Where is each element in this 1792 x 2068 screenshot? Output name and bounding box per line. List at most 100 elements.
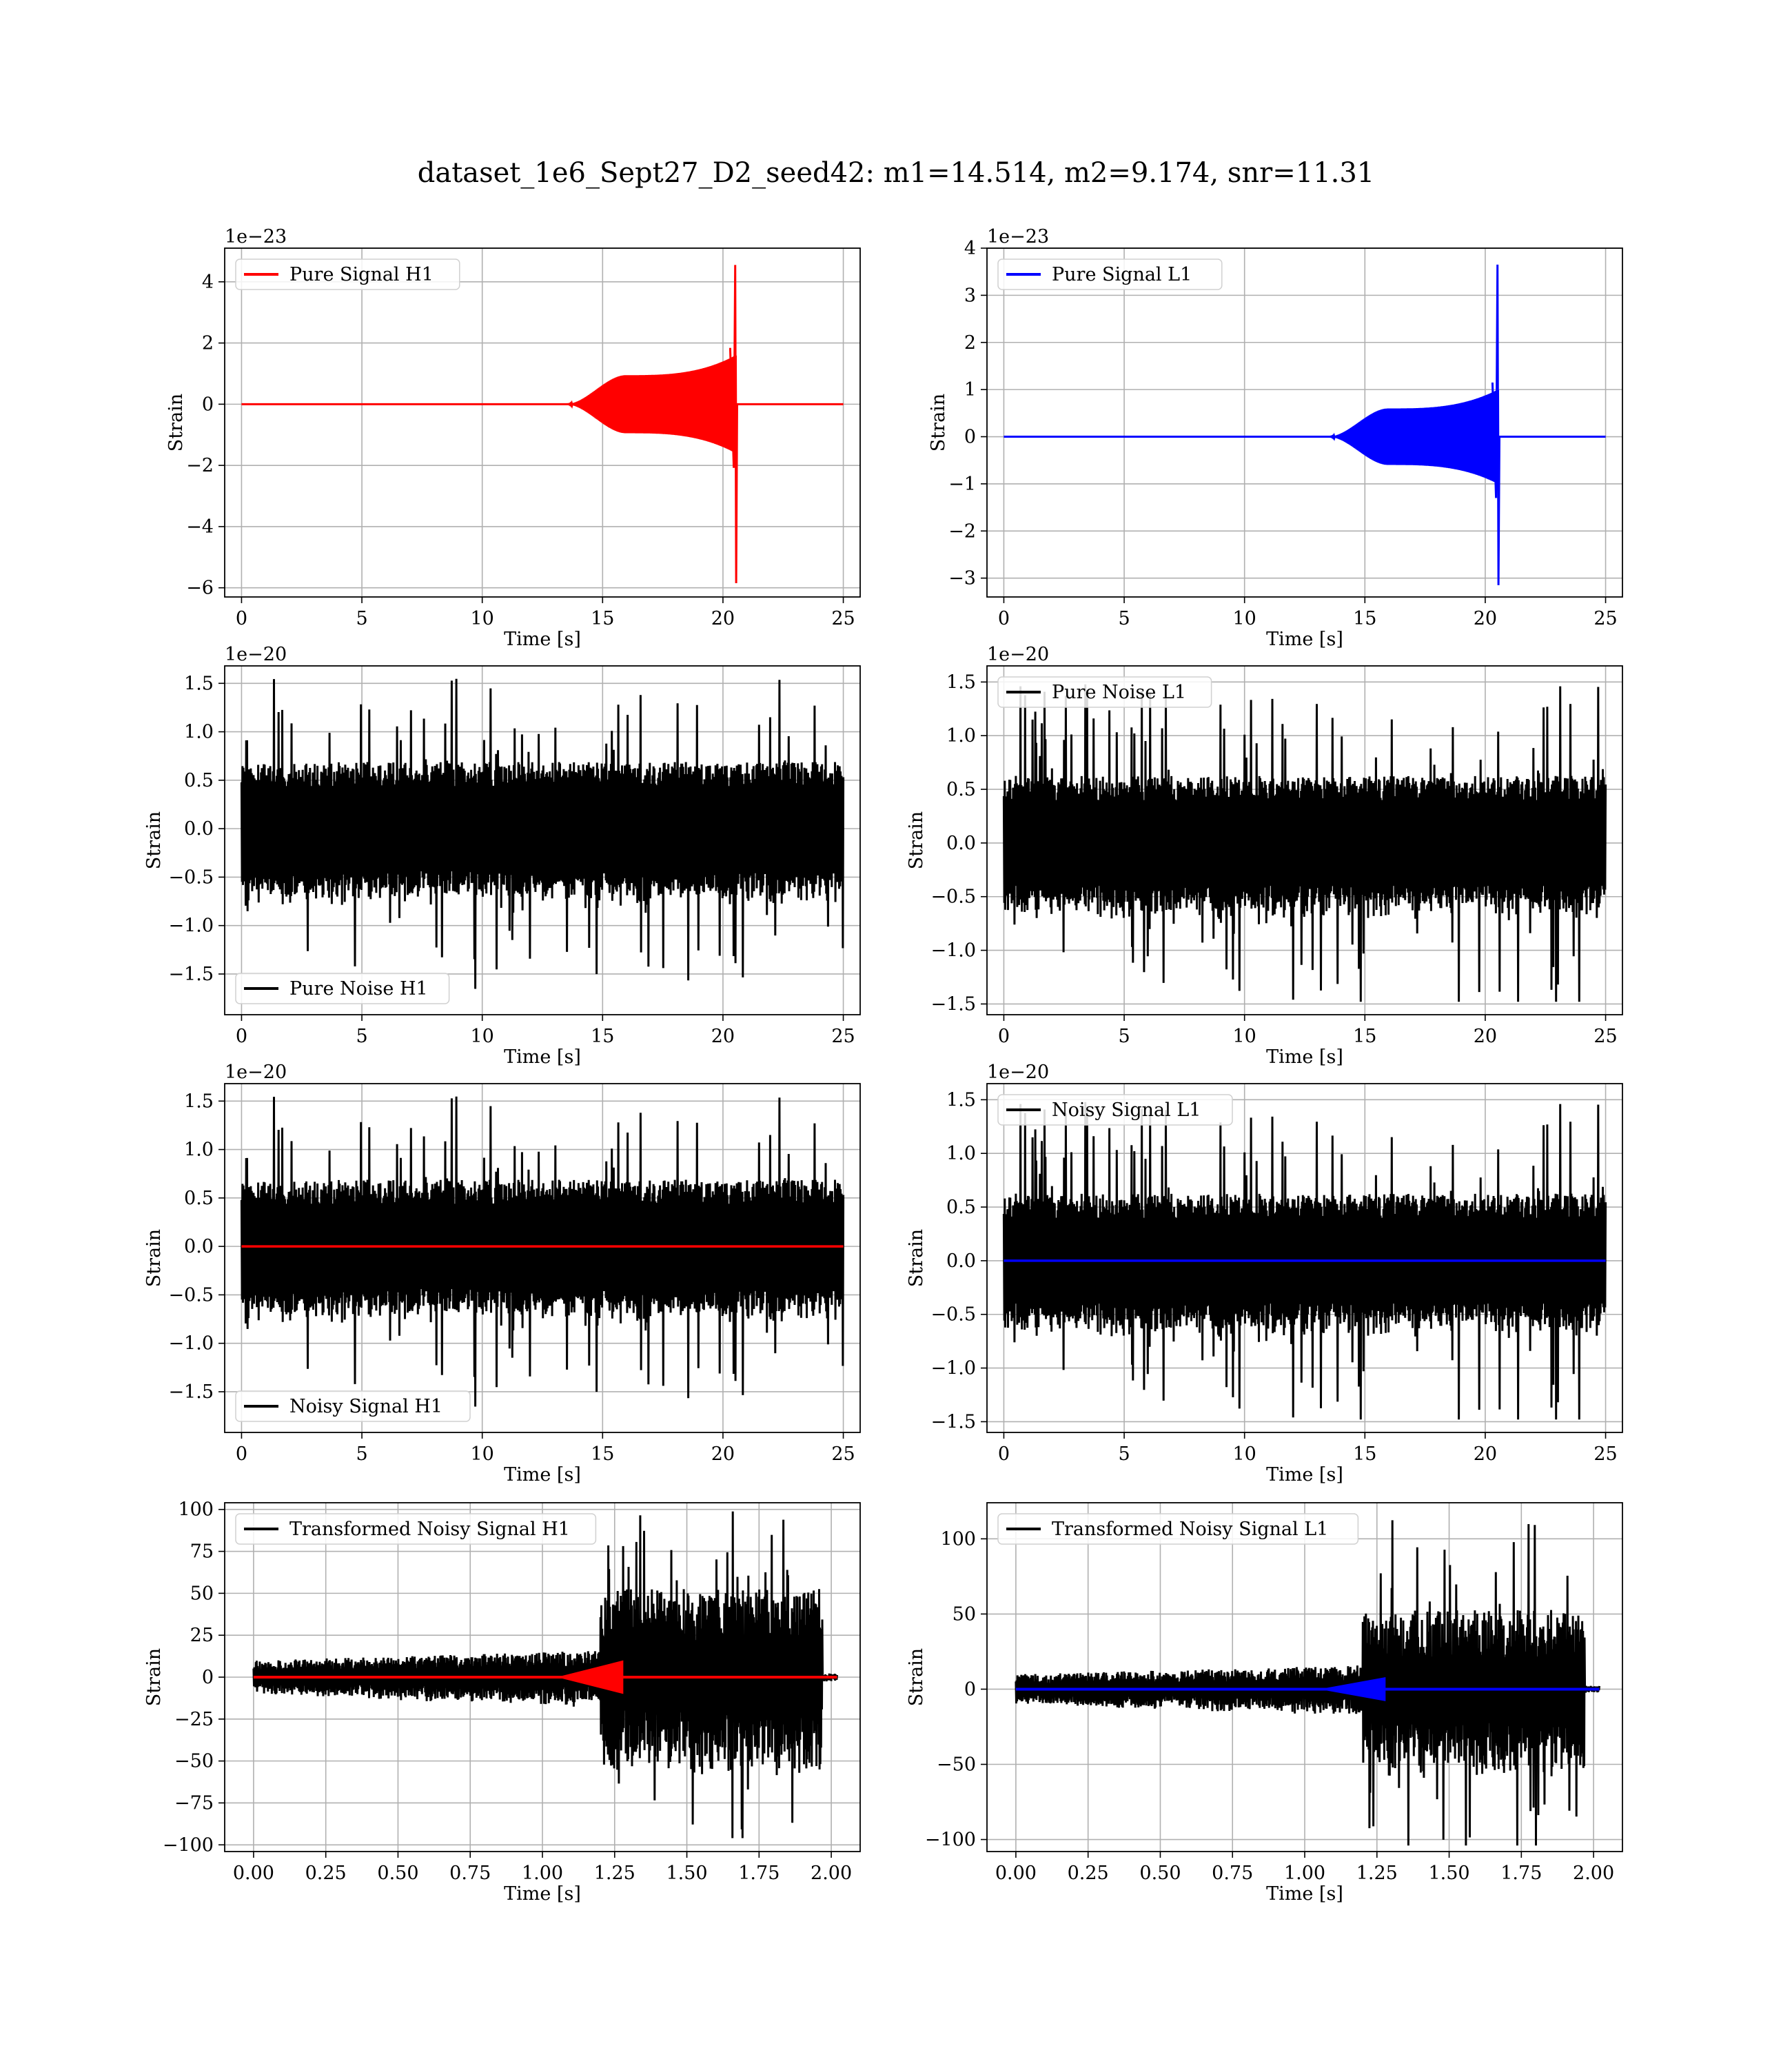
x-tick-label: 25 <box>1594 1443 1617 1465</box>
y-tick-label: 1.0 <box>946 1143 976 1164</box>
x-axis-label: Time [s] <box>504 1046 581 1068</box>
y-tick-label: 0.5 <box>184 770 214 791</box>
x-tick-label: 10 <box>471 1443 494 1465</box>
y-tick-label: 4 <box>964 238 976 259</box>
y-tick-label: −1.5 <box>930 993 976 1015</box>
y-tick-label: −75 <box>174 1792 214 1814</box>
signal-chirp-transformed-noisy-signal-h1 <box>556 1660 624 1694</box>
legend-label: Pure Signal H1 <box>289 264 434 285</box>
x-tick-label: 25 <box>831 608 855 629</box>
y-tick-label: 0 <box>964 1679 976 1700</box>
y-tick-label: −1.5 <box>168 1381 214 1403</box>
y-tick-label: −0.5 <box>930 886 976 908</box>
x-tick-label: 10 <box>1233 608 1256 629</box>
x-tick-label: 5 <box>356 1443 367 1465</box>
subplot-pure-noise-h1: 0 5 10 15 20 25 −1.5 −1.0 −0.5 0.0 0.5 1.0 1.5 Time [… <box>143 644 861 1068</box>
x-tick-label: 5 <box>1118 1443 1130 1465</box>
x-tick-label: 1.25 <box>1356 1863 1398 1884</box>
y-tick-label: 2 <box>202 333 214 354</box>
y-tick-label: −1.0 <box>930 1358 976 1379</box>
offset-text: 1e−20 <box>987 644 1049 665</box>
y-tick-label: 1.5 <box>946 1089 976 1111</box>
x-tick-label: 0.50 <box>377 1863 418 1884</box>
y-tick-label: 1.5 <box>184 1091 214 1112</box>
legend-label: Noisy Signal L1 <box>1052 1099 1201 1121</box>
subplot-noisy-signal-h1: 0 5 10 15 20 25 −1.5 −1.0 −0.5 0.0 0.5 1.0 1.5 Time [… <box>143 1062 861 1486</box>
x-tick-label: 0 <box>236 1443 247 1465</box>
subplot-pure-signal-h1: 0 5 10 15 20 25 −6 −4 −2 0 2 4 Time [s] Strain 1e−23Pu… <box>165 226 861 650</box>
x-tick-label: 0.25 <box>305 1863 347 1884</box>
x-tick-label: 10 <box>471 1026 494 1047</box>
x-tick-label: 15 <box>1353 608 1376 629</box>
x-axis-label: Time [s] <box>504 629 581 650</box>
y-tick-label: −100 <box>163 1834 214 1856</box>
x-tick-label: 20 <box>711 1443 735 1465</box>
y-axis-label: Strain <box>906 1648 927 1706</box>
y-tick-label: −0.5 <box>168 866 214 888</box>
x-tick-label: 2.00 <box>1573 1863 1614 1884</box>
axes-frame <box>986 1083 1623 1433</box>
x-tick-label: 25 <box>831 1443 855 1465</box>
y-tick-label: 0.5 <box>946 1197 976 1218</box>
legend-box <box>235 258 460 290</box>
y-tick-label: 2 <box>964 332 976 354</box>
y-tick-label: 1 <box>964 379 976 401</box>
y-tick-label: 0.0 <box>946 833 976 854</box>
x-tick-label: 1.50 <box>1428 1863 1469 1884</box>
y-tick-label: 0.0 <box>184 1236 214 1257</box>
x-axis-label: Time [s] <box>504 1464 581 1486</box>
series-band-pure-noise-l1 <box>1004 800 1606 886</box>
x-tick-label: 0 <box>998 1443 1010 1465</box>
x-tick-label: 25 <box>1594 608 1617 629</box>
y-tick-label: −100 <box>925 1829 976 1851</box>
y-tick-label: 25 <box>190 1625 214 1646</box>
x-tick-label: 5 <box>1118 1026 1130 1047</box>
y-axis-label: Strain <box>143 811 165 869</box>
y-tick-label: −50 <box>174 1751 214 1772</box>
y-tick-label: 1.5 <box>184 673 214 694</box>
x-tick-label: 10 <box>1233 1443 1256 1465</box>
x-tick-label: 1.75 <box>738 1863 780 1884</box>
series-line-transformed-noisy-signal-h1 <box>252 1511 838 1838</box>
axes-frame <box>224 1083 861 1433</box>
x-axis-label: Time [s] <box>1266 1046 1343 1068</box>
x-tick-label: 0.25 <box>1068 1863 1109 1884</box>
series-line-transformed-noisy-signal-l1 <box>1015 1520 1600 1846</box>
y-tick-label: −6 <box>186 578 214 599</box>
x-axis-label: Time [s] <box>1266 1464 1343 1486</box>
y-tick-label: 0 <box>202 394 214 415</box>
x-tick-label: 15 <box>1353 1026 1376 1047</box>
y-axis-label: Strain <box>165 394 187 452</box>
y-tick-label: 1.0 <box>184 1139 214 1161</box>
y-tick-label: 50 <box>953 1603 976 1625</box>
offset-text: 1e−20 <box>225 1062 287 1083</box>
x-tick-label: 1.00 <box>522 1863 563 1884</box>
legend-box <box>997 1513 1359 1545</box>
x-tick-label: 20 <box>1474 608 1497 629</box>
y-tick-label: 0.5 <box>184 1188 214 1209</box>
y-tick-label: −2 <box>186 455 214 476</box>
y-tick-label: 1.0 <box>946 725 976 747</box>
y-axis-label: Strain <box>143 1648 165 1706</box>
y-tick-label: −1.0 <box>168 1333 214 1355</box>
series-line-pure-signal-h1 <box>241 265 844 584</box>
x-tick-label: 5 <box>1118 608 1130 629</box>
y-tick-label: −25 <box>174 1709 214 1730</box>
y-tick-label: −1.5 <box>168 964 214 985</box>
x-tick-label: 20 <box>1474 1026 1497 1047</box>
y-axis-label: Strain <box>143 1229 165 1287</box>
x-tick-label: 5 <box>356 1026 367 1047</box>
offset-text: 1e−20 <box>987 1062 1049 1083</box>
y-tick-label: −50 <box>937 1754 976 1776</box>
y-tick-label: −0.5 <box>168 1284 214 1306</box>
offset-text: 1e−20 <box>225 644 287 665</box>
signal-chirp-transformed-noisy-signal-l1 <box>1318 1677 1386 1701</box>
x-tick-label: 10 <box>1233 1026 1256 1047</box>
legend-box <box>235 973 450 1004</box>
axes-frame <box>986 665 1623 1015</box>
x-tick-label: 0.75 <box>449 1863 491 1884</box>
series-line-pure-signal-l1 <box>1004 264 1606 585</box>
legend-box <box>235 1390 471 1422</box>
y-tick-label: 1.5 <box>946 671 976 693</box>
